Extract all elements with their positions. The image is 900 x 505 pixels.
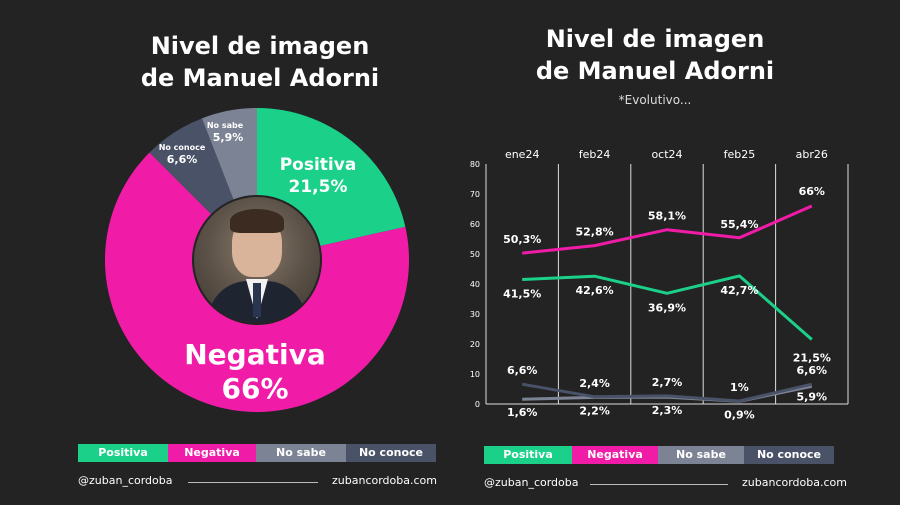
data-label-positiva: 21,5%	[793, 352, 831, 365]
donut-label-positiva: Positiva	[280, 155, 357, 175]
data-label-no-sabe: 2,3%	[652, 404, 683, 417]
data-label-no-sabe: 5,9%	[797, 390, 828, 403]
data-label-negativa: 55,4%	[720, 218, 758, 231]
data-label-no-sabe: 0,9%	[724, 408, 755, 421]
series-line-negativa	[522, 204, 813, 255]
data-label-no-conoce: 1%	[730, 381, 749, 394]
data-label-no-sabe: 2,2%	[579, 404, 610, 417]
y-tick-label: 0	[475, 400, 480, 409]
data-label-negativa: 66%	[799, 185, 825, 198]
donut-title: Nivel de imagen de Manuel Adorni	[100, 30, 420, 94]
line-legend: Positiva Negativa No sabe No conoce	[484, 446, 834, 464]
legend-no-conoce: No conoce	[346, 444, 436, 462]
x-tick-label: ene24	[505, 148, 540, 161]
y-tick-label: 30	[470, 310, 480, 319]
series-line-positiva	[522, 274, 813, 341]
data-label-negativa: 58,1%	[648, 210, 686, 223]
donut-slice-no-conoce	[149, 118, 234, 215]
donut-value-no-conoce: 6,6%	[167, 153, 198, 166]
legend-positiva: Positiva	[78, 444, 168, 462]
x-tick-label: feb24	[579, 148, 611, 161]
portrait-hair	[230, 209, 284, 233]
footer-divider	[188, 482, 318, 483]
data-label-negativa: 50,3%	[503, 233, 541, 246]
data-label-positiva: 41,5%	[503, 288, 541, 301]
footer-site: zubancordoba.com	[742, 476, 847, 489]
x-tick-label: abr26	[796, 148, 828, 161]
data-label-no-conoce: 2,4%	[579, 377, 610, 390]
x-tick-label: feb25	[724, 148, 756, 161]
donut-slice-positiva	[257, 108, 406, 246]
donut-legend: Positiva Negativa No sabe No conoce	[78, 444, 436, 462]
y-tick-label: 20	[470, 340, 480, 349]
legend-negativa: Negativa	[572, 446, 658, 464]
legend-positiva: Positiva	[484, 446, 572, 464]
data-label-no-conoce: 6,6%	[797, 364, 828, 377]
donut-label-no-sabe: No sabe	[207, 121, 244, 130]
y-tick-label: 10	[470, 370, 480, 379]
data-label-positiva: 42,7%	[720, 284, 758, 297]
donut-label-no-conoce: No conoce	[159, 143, 206, 152]
footer-handle: @zuban_cordoba	[78, 474, 173, 487]
data-label-positiva: 42,6%	[576, 284, 614, 297]
legend-no-conoce: No conoce	[744, 446, 834, 464]
y-tick-label: 60	[470, 220, 480, 229]
y-tick-label: 50	[470, 250, 480, 259]
line-title-line2: de Manuel Adorni	[535, 57, 775, 85]
line-title-line1: Nivel de imagen	[545, 25, 765, 53]
line-subtitle: *Evolutivo...	[618, 93, 692, 107]
donut-title-line1: Nivel de imagen	[150, 32, 370, 60]
donut-slice-negativa	[105, 152, 409, 412]
data-label-negativa: 52,8%	[576, 226, 614, 239]
donut-slice-no-sabe	[201, 108, 257, 200]
footer-divider	[590, 484, 728, 485]
footer-site: zubancordoba.com	[332, 474, 437, 487]
line-title: Nivel de imagen de Manuel Adorni	[480, 23, 830, 87]
legend-negativa: Negativa	[168, 444, 256, 462]
legend-no-sabe: No sabe	[658, 446, 744, 464]
y-tick-label: 70	[470, 190, 480, 199]
donut-value-no-sabe: 5,9%	[213, 131, 244, 144]
y-tick-label: 80	[470, 160, 480, 169]
donut-label-negativa: Negativa	[184, 338, 326, 371]
portrait-tie	[253, 283, 261, 317]
donut-title-line2: de Manuel Adorni	[140, 64, 380, 92]
x-tick-label: oct24	[651, 148, 682, 161]
data-label-no-conoce: 6,6%	[507, 364, 538, 377]
data-label-no-sabe: 1,6%	[507, 406, 538, 419]
series-line-no-conoce	[521, 382, 813, 403]
legend-no-sabe: No sabe	[256, 444, 346, 462]
footer-handle: @zuban_cordoba	[484, 476, 579, 489]
donut-value-positiva: 21,5%	[289, 177, 348, 197]
portrait-photo	[194, 197, 320, 323]
donut-value-negativa: 66%	[221, 372, 288, 405]
data-label-positiva: 36,9%	[648, 301, 686, 314]
y-tick-label: 40	[470, 280, 480, 289]
data-label-no-conoce: 2,7%	[652, 376, 683, 389]
